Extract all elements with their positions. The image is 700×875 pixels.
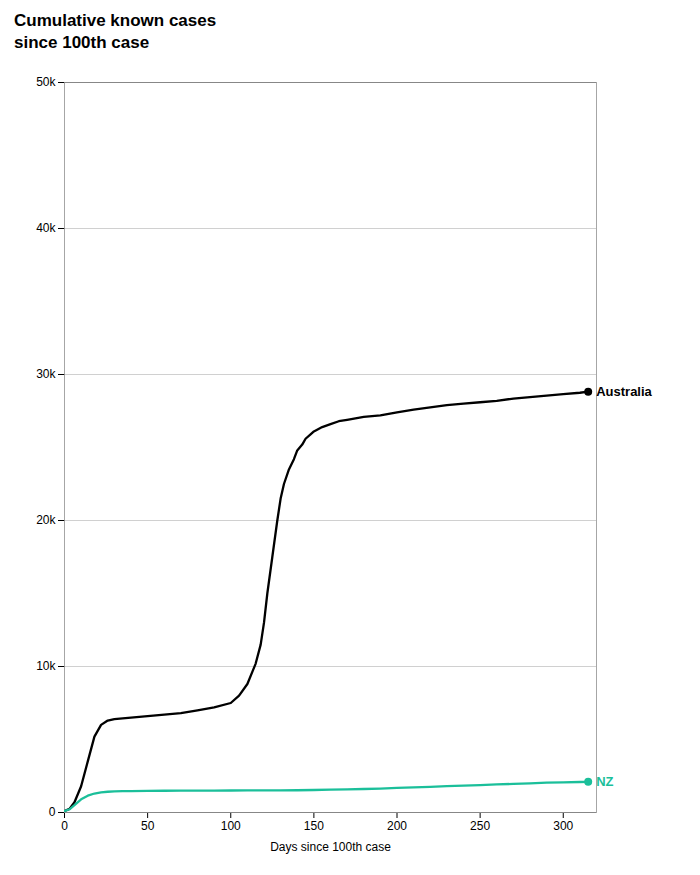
html-text:Cumulative known cases: Cumulative known cases <box>14 11 217 30</box>
html-text:since 100th case: since 100th case <box>14 33 150 52</box>
svg-text:50k: 50k <box>36 75 56 89</box>
svg-text:20k: 20k <box>36 513 56 527</box>
svg-text:Australia: Australia <box>596 384 652 399</box>
svg-text:40k: 40k <box>36 221 56 235</box>
svg-text:Days since 100th case: Days since 100th case <box>270 840 391 854</box>
svg-text:150: 150 <box>304 819 324 833</box>
svg-text:50: 50 <box>141 819 155 833</box>
svg-text:NZ: NZ <box>596 774 613 789</box>
svg-text:0: 0 <box>61 819 68 833</box>
svg-text:300: 300 <box>553 819 573 833</box>
svg-text:200: 200 <box>387 819 407 833</box>
svg-text:30k: 30k <box>36 367 56 381</box>
svg-text:10k: 10k <box>36 659 56 673</box>
svg-text:0: 0 <box>49 805 56 819</box>
svg-text:100: 100 <box>221 819 241 833</box>
svg-text:250: 250 <box>470 819 490 833</box>
